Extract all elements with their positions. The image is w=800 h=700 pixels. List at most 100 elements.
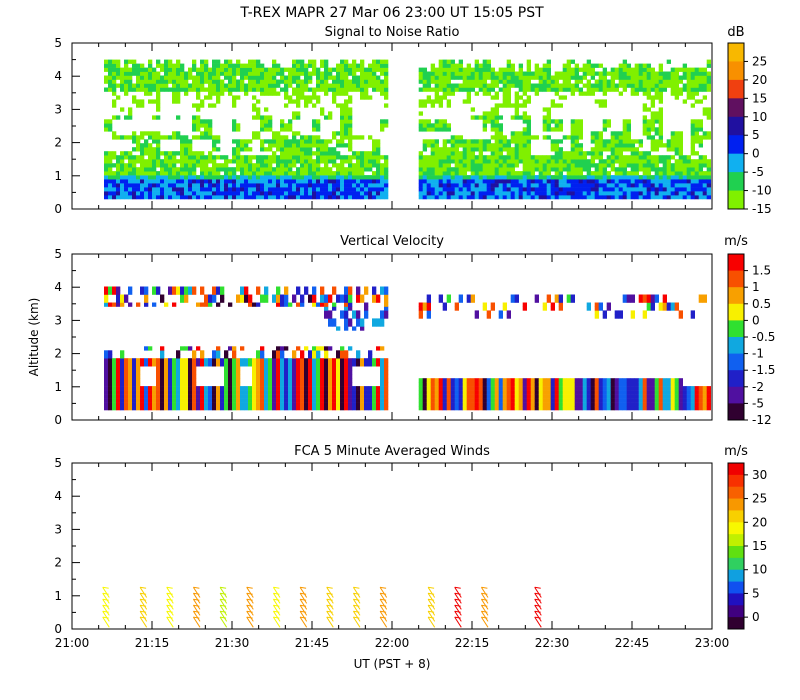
heatmap-cell [124, 187, 129, 192]
heatmap-cell [220, 67, 225, 72]
heatmap-cell [136, 358, 141, 363]
heatmap-cell [630, 71, 635, 76]
heatmap-cell [176, 362, 181, 367]
heatmap-cell [658, 187, 663, 192]
heatmap-cell [610, 167, 615, 172]
heatmap-cell [232, 147, 237, 152]
heatmap-cell [384, 298, 389, 303]
heatmap-cell [304, 79, 309, 84]
heatmap-cell [320, 366, 325, 371]
heatmap-cell [502, 75, 507, 80]
heatmap-cell [168, 286, 173, 291]
heatmap-cell [156, 191, 161, 196]
heatmap-cell [352, 358, 357, 363]
heatmap-cell [372, 147, 377, 152]
heatmap-cell [694, 163, 699, 168]
heatmap-cell [156, 382, 161, 387]
heatmap-cell [558, 183, 563, 188]
heatmap-cell [638, 83, 643, 88]
heatmap-cell [104, 386, 109, 391]
heatmap-cell [458, 175, 463, 180]
heatmap-cell [384, 163, 389, 168]
heatmap-cell [352, 83, 357, 88]
heatmap-cell [418, 71, 423, 76]
heatmap-cell [470, 87, 475, 92]
heatmap-cell [538, 386, 543, 391]
heatmap-cell [506, 83, 511, 88]
heatmap-cell [264, 179, 269, 184]
heatmap-cell [288, 382, 293, 387]
heatmap-cell [602, 103, 607, 108]
heatmap-cell [308, 398, 313, 403]
heatmap-cell [108, 286, 113, 291]
heatmap-cell [340, 382, 345, 387]
heatmap-cell [320, 63, 325, 68]
heatmap-cell [204, 123, 209, 128]
heatmap-cell [458, 59, 463, 64]
heatmap-cell [658, 171, 663, 176]
heatmap-cell [112, 290, 117, 295]
heatmap-cell [654, 75, 659, 80]
heatmap-cell [682, 159, 687, 164]
heatmap-cell [626, 119, 631, 124]
heatmap-cell [248, 302, 253, 307]
heatmap-cell [454, 71, 459, 76]
heatmap-cell [510, 135, 515, 140]
heatmap-cell [518, 406, 523, 411]
heatmap-cell [662, 175, 667, 180]
heatmap-cell [502, 135, 507, 140]
heatmap-cell [602, 71, 607, 76]
heatmap-cell [348, 306, 353, 311]
heatmap-cell [434, 123, 439, 128]
heatmap-cell [320, 139, 325, 144]
heatmap-cell [470, 402, 475, 407]
heatmap-cell [446, 294, 451, 299]
heatmap-cell [180, 79, 185, 84]
heatmap-cell [352, 326, 357, 331]
heatmap-cell [328, 195, 333, 200]
heatmap-cell [228, 358, 233, 363]
heatmap-cell [360, 390, 365, 395]
heatmap-cell [276, 354, 281, 359]
heatmap-cell [252, 187, 257, 192]
heatmap-cell [566, 183, 571, 188]
heatmap-cell [304, 406, 309, 411]
heatmap-cell [372, 83, 377, 88]
heatmap-cell [264, 71, 269, 76]
heatmap-cell [304, 155, 309, 160]
heatmap-cell [518, 171, 523, 176]
heatmap-cell [308, 59, 313, 64]
heatmap-cell [184, 362, 189, 367]
heatmap-cell [546, 394, 551, 399]
heatmap-cell [132, 159, 137, 164]
heatmap-cell [216, 362, 221, 367]
heatmap-cell [260, 294, 265, 299]
heatmap-cell [418, 302, 423, 307]
heatmap-cell [654, 191, 659, 196]
heatmap-cell [296, 175, 301, 180]
heatmap-cell [256, 63, 261, 68]
heatmap-cell [216, 350, 221, 355]
heatmap-cell [288, 175, 293, 180]
heatmap-cell [570, 175, 575, 180]
heatmap-cell [546, 183, 551, 188]
heatmap-cell [216, 171, 221, 176]
heatmap-cell [438, 382, 443, 387]
heatmap-cell [288, 95, 293, 100]
heatmap-cell [566, 159, 571, 164]
heatmap-cell [554, 91, 559, 96]
heatmap-cell [546, 195, 551, 200]
heatmap-cell [384, 306, 389, 311]
heatmap-cell [486, 378, 491, 383]
heatmap-cell [180, 402, 185, 407]
heatmap-cell [256, 87, 261, 92]
heatmap-cell [304, 402, 309, 407]
heatmap-cell [312, 374, 317, 379]
heatmap-cell [248, 71, 253, 76]
heatmap-cell [642, 75, 647, 80]
heatmap-cell [280, 155, 285, 160]
heatmap-cell [140, 406, 145, 411]
heatmap-cell [562, 179, 567, 184]
heatmap-cell [546, 402, 551, 407]
heatmap-cell [304, 370, 309, 375]
